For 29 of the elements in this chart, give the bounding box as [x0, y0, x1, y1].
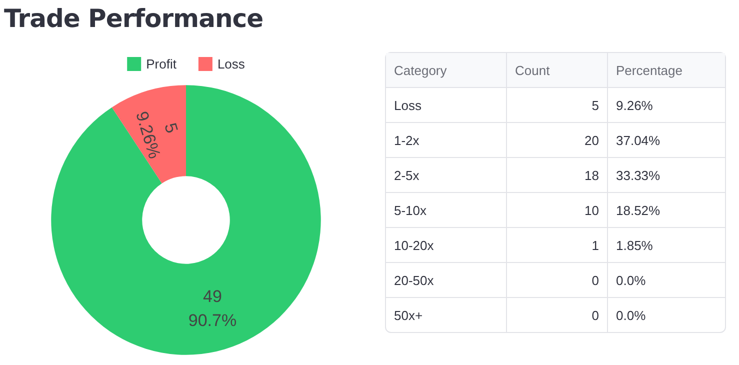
- category-label: 20-50x: [386, 263, 507, 298]
- text: Count: [507, 53, 608, 88]
- data-label: 5: [507, 88, 608, 123]
- chart-title: Trade Performance: [4, 4, 264, 33]
- data-label: 18: [507, 158, 608, 193]
- category-label: 1-2x: [386, 123, 507, 158]
- category-label: Loss: [386, 88, 507, 123]
- data-label: 1: [507, 228, 608, 263]
- data-label: 49 90.7%: [188, 286, 237, 330]
- data-label: 37.04%: [608, 123, 725, 158]
- data-label: 0.0%: [615, 306, 647, 324]
- text: Percentage: [608, 53, 725, 88]
- legend-label: Loss: [217, 56, 246, 72]
- data-label: 0.0%: [608, 263, 725, 298]
- data-label: 0: [507, 298, 608, 332]
- data-label: 20: [507, 123, 608, 158]
- data-label: 5 9.26%: [132, 109, 182, 161]
- text: Category: [386, 53, 507, 88]
- data-label: 9.26%: [608, 88, 725, 123]
- category-label: 10-20x: [386, 228, 507, 263]
- data-label: 18.52%: [608, 193, 725, 228]
- category-label: 2-5x: [386, 158, 507, 193]
- data-label: 1.85%: [608, 228, 725, 263]
- data-label: 0: [507, 263, 608, 298]
- category-label: 5-10x: [386, 193, 507, 228]
- data-label: 10: [507, 193, 608, 228]
- data-label: 33.33%: [608, 158, 725, 193]
- legend-label: Profit: [146, 56, 177, 72]
- category-label: 50x+: [386, 298, 507, 332]
